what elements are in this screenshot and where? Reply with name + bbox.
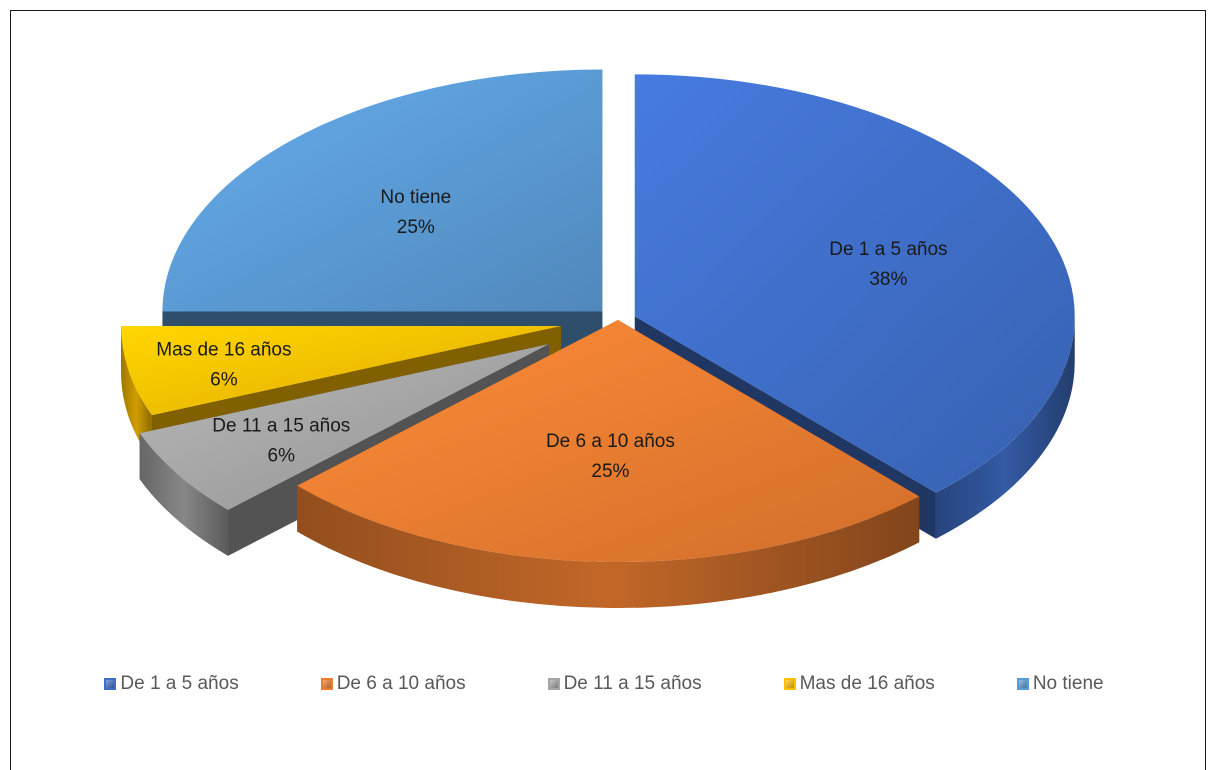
chart-legend: De 1 a 5 años De 6 a 10 años De 11 a 15 …: [0, 668, 1208, 700]
legend-swatch: [547, 678, 560, 690]
legend-label: No tiene: [1032, 673, 1104, 694]
legend-label: De 1 a 5 años: [120, 673, 239, 694]
pie-slice: [139, 344, 549, 510]
pie-slice: [162, 69, 603, 312]
legend-item: No tiene: [1016, 673, 1104, 695]
legend-swatch: [320, 678, 333, 690]
legend-swatch: [104, 678, 117, 690]
slice-percent-label: 38%: [869, 269, 907, 290]
slice-percent-label: 6%: [268, 446, 296, 467]
legend-swatch: [1016, 678, 1029, 690]
pie-slice: [634, 74, 1075, 493]
slice-category-label: No tiene: [380, 187, 451, 208]
pie-slice: [121, 325, 562, 416]
slice-percent-label: 25%: [591, 461, 629, 482]
slice-category-label: De 11 a 15 años: [212, 416, 350, 437]
legend-item: De 1 a 5 años: [104, 673, 239, 695]
slice-category-label: Mas de 16 años: [156, 339, 291, 360]
slice-percent-label: 6%: [210, 369, 238, 390]
legend-label: De 6 a 10 años: [336, 673, 466, 694]
legend-label: De 11 a 15 años: [563, 673, 702, 694]
slice-category-label: De 6 a 10 años: [546, 431, 675, 452]
legend-item: De 11 a 15 años: [547, 673, 702, 695]
slice-percent-label: 25%: [397, 217, 435, 238]
legend-swatch: [783, 678, 796, 690]
legend-item: Mas de 16 años: [783, 673, 935, 695]
slice-category-label: De 1 a 5 años: [829, 239, 947, 260]
legend-item: De 6 a 10 años: [320, 673, 466, 695]
pie-slice: [297, 320, 920, 562]
legend-label: Mas de 16 años: [799, 673, 935, 694]
